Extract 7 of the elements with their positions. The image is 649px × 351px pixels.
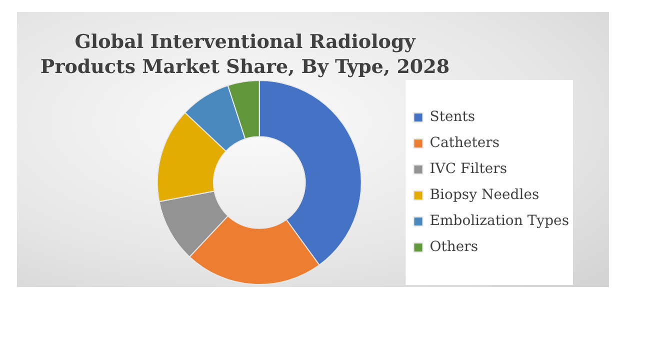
legend-label: Embolization Types: [430, 213, 570, 230]
legend-label: Stents: [430, 109, 476, 126]
legend-label: Others: [430, 239, 478, 256]
legend-label: Catheters: [430, 135, 500, 152]
legend-label: Biopsy Needles: [430, 187, 540, 204]
legend-label: IVC Filters: [430, 161, 508, 178]
chart-title: Global Interventional Radiology Products Market Share, By Type, 2028: [39, 30, 451, 80]
